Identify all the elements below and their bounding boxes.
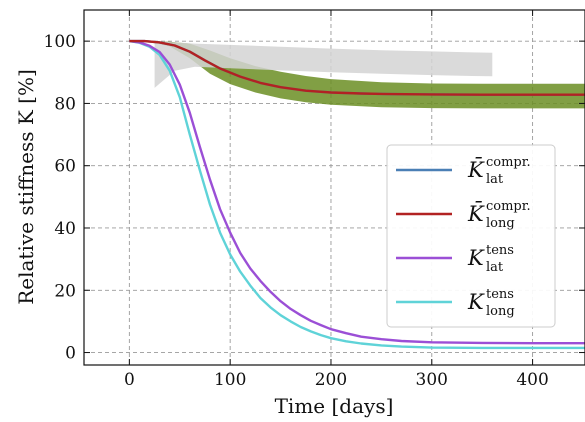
legend-superscript: tens (486, 243, 514, 258)
legend-symbol: K̄ (467, 201, 485, 226)
x-tick-label: 0 (124, 370, 135, 390)
legend-symbol: K̄ (467, 157, 485, 182)
ticks: 0 100 200 300 400 0 20 40 60 80 100 (44, 10, 585, 390)
legend-superscript: compr. (486, 155, 531, 170)
series-line-3 (129, 39, 585, 350)
y-tick-label: 40 (54, 219, 76, 239)
legend-subscript: long (486, 216, 515, 231)
legend-box (386, 144, 556, 328)
plot-frame (83, 9, 585, 366)
legend-subscript: lat (486, 260, 504, 275)
y-axis-label: Relative stiffness K [%] (14, 69, 38, 305)
legend-superscript: compr. (486, 199, 531, 214)
legend-subscript: long (486, 304, 515, 319)
legend-symbol: K (467, 290, 485, 314)
legend-superscript: tens (486, 287, 514, 302)
y-tick-label: 80 (54, 94, 76, 114)
grey-range-band (154, 41, 493, 88)
x-tick-label: 100 (214, 370, 246, 390)
x-tick-label: 400 (516, 370, 548, 390)
x-tick-label: 300 (416, 370, 448, 390)
y-tick-label: 20 (54, 281, 76, 301)
series-line-2 (129, 39, 585, 345)
compression-band (129, 41, 585, 109)
y-tick-label: 60 (54, 157, 76, 177)
legend-symbol: K (467, 246, 485, 270)
x-axis-label: Time [days] (275, 394, 394, 418)
legend-subscript: lat (486, 172, 504, 187)
confidence-bands (129, 41, 585, 109)
y-tick-label: 100 (44, 32, 76, 52)
y-tick-label: 0 (65, 344, 76, 364)
series-lines (129, 39, 585, 350)
series-line-1 (129, 39, 585, 96)
x-tick-label: 200 (315, 370, 347, 390)
